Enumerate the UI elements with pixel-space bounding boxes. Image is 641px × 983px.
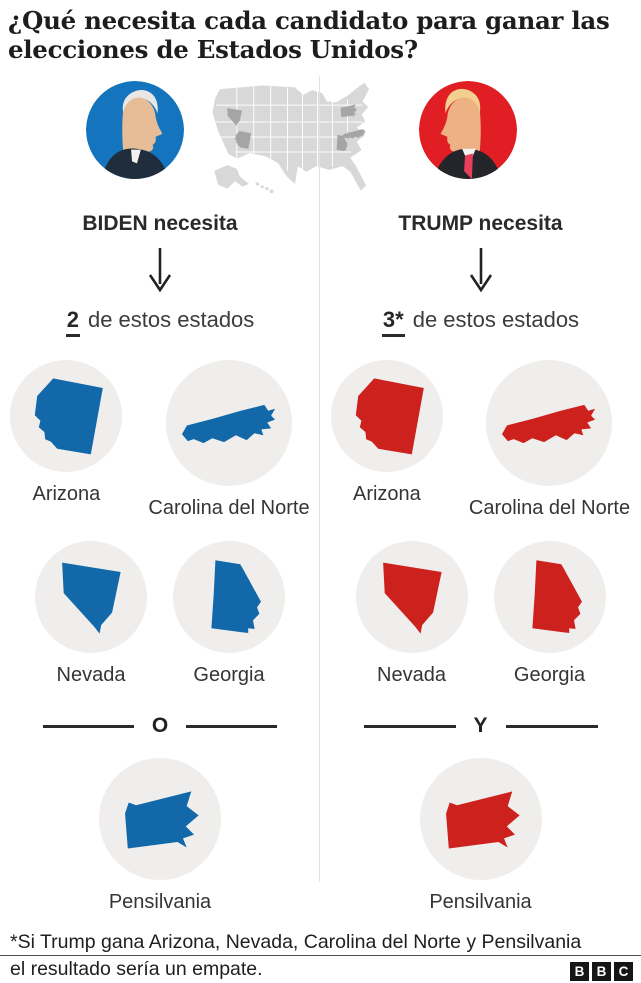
- trump-photo: [419, 81, 517, 180]
- state-circle: [355, 541, 468, 654]
- state-cell-nevada: Nevada: [35, 541, 147, 687]
- arizona-shape-icon: [35, 378, 104, 455]
- footer-divider-line: [0, 955, 641, 956]
- state-cell-carolina-del-norte: Carolina del Norte: [469, 360, 630, 520]
- georgia-shape-icon: [211, 560, 261, 634]
- conjunction-letter: O: [151, 714, 169, 738]
- tie-silhouette: [464, 153, 473, 180]
- candidates-header-row: [0, 75, 641, 199]
- state-circle: [486, 360, 613, 487]
- state-circle: [35, 541, 147, 654]
- state-label: Arizona: [32, 483, 101, 506]
- bbc-logo-letter: B: [592, 962, 611, 981]
- georgia-shape-icon: [531, 560, 582, 634]
- bbc-logo-letter: C: [614, 962, 633, 981]
- state-label: Pensilvania: [429, 891, 532, 914]
- biden-column: BIDEN necesita 2 de estos estados Arizon…: [0, 199, 320, 914]
- biden-state-row-2: Nevada Georgia: [35, 541, 285, 687]
- state-cell-georgia: Georgia: [173, 541, 285, 687]
- carolina-del-norte-shape-icon: [502, 404, 596, 443]
- state-label: Nevada: [377, 664, 446, 687]
- state-circle: [99, 758, 221, 881]
- state-circle: [493, 541, 606, 654]
- rule-line: [43, 724, 134, 728]
- trump-column: TRUMP necesita 3* de estos estados Arizo…: [320, 199, 641, 914]
- hawaii-shape: [255, 182, 274, 194]
- down-arrow-icon: [469, 248, 492, 293]
- count-number: 3*: [381, 307, 405, 338]
- state-label: Nevada: [56, 664, 126, 687]
- trump-state-row-1: Arizona Carolina del Norte: [330, 360, 630, 520]
- nevada-shape-icon: [382, 562, 442, 634]
- state-label: Pensilvania: [108, 891, 212, 914]
- biden-states-needed-count: 2 de estos estados: [65, 307, 255, 339]
- trump-state-row-2: Nevada Georgia: [355, 541, 606, 687]
- alaska-shape: [214, 165, 250, 189]
- state-cell-pensilvania: Pensilvania: [419, 758, 542, 914]
- state-cell-georgia: Georgia: [493, 541, 606, 687]
- conjunction-letter: Y: [473, 714, 488, 738]
- bbc-logo-letter: B: [570, 962, 589, 981]
- trump-needs-heading: TRUMP necesita: [398, 212, 563, 236]
- state-borders: [214, 85, 363, 172]
- state-label: Georgia: [513, 664, 586, 687]
- state-cell-arizona: Arizona: [10, 360, 123, 506]
- rule-line: [505, 724, 598, 728]
- trump-conjunction-divider: Y: [363, 711, 598, 741]
- count-suffix: de estos estados: [412, 307, 580, 333]
- pensilvania-shape-icon: [445, 791, 520, 849]
- us-states-map: [212, 82, 370, 194]
- rule-line: [186, 724, 277, 728]
- footnote-line-2: el resultado sería un empate.: [10, 957, 263, 980]
- pensilvania-shape-icon: [125, 791, 199, 849]
- hair-silhouette: [122, 90, 158, 114]
- state-cell-arizona: Arizona: [330, 360, 443, 506]
- trump-states-needed-count: 3* de estos estados: [381, 307, 580, 339]
- biden-state-row-1: Arizona Carolina del Norte: [10, 360, 310, 520]
- carolina-del-norte-shape-icon: [181, 404, 276, 443]
- rule-line: [363, 724, 456, 728]
- state-circle: [165, 360, 292, 487]
- state-circle: [10, 360, 123, 473]
- page-title: ¿Qué necesita cada candidato para ganar …: [8, 6, 610, 64]
- state-label: Arizona: [352, 483, 421, 506]
- state-cell-carolina-del-norte: Carolina del Norte: [148, 360, 310, 520]
- arizona-shape-icon: [355, 378, 424, 455]
- state-label: Georgia: [193, 664, 265, 687]
- state-circle: [419, 758, 542, 881]
- footnote-line-1: *Si Trump gana Arizona, Nevada, Carolina…: [10, 931, 582, 954]
- count-suffix: de estos estados: [87, 307, 255, 333]
- biden-conjunction-divider: O: [43, 711, 277, 741]
- hair-silhouette: [445, 89, 481, 114]
- shirt-silhouette: [131, 149, 141, 164]
- state-cell-nevada: Nevada: [355, 541, 468, 687]
- biden-needs-heading: BIDEN necesita: [82, 212, 238, 236]
- count-number: 2: [65, 307, 80, 338]
- state-circle: [173, 541, 285, 654]
- footnote: *Si Trump gana Arizona, Nevada, Carolina…: [0, 929, 641, 982]
- column-divider-line: [319, 76, 320, 882]
- state-label: Carolina del Norte: [468, 497, 631, 520]
- state-cell-pensilvania: Pensilvania: [99, 758, 221, 914]
- state-label: Carolina del Norte: [148, 497, 310, 520]
- state-circle: [330, 360, 443, 473]
- biden-photo: [86, 81, 184, 180]
- down-arrow-icon: [148, 248, 172, 293]
- nevada-shape-icon: [62, 562, 121, 634]
- candidate-columns: BIDEN necesita 2 de estos estados Arizon…: [0, 199, 641, 914]
- suit-silhouette: [101, 148, 170, 180]
- bbc-logo: B B C: [570, 962, 633, 981]
